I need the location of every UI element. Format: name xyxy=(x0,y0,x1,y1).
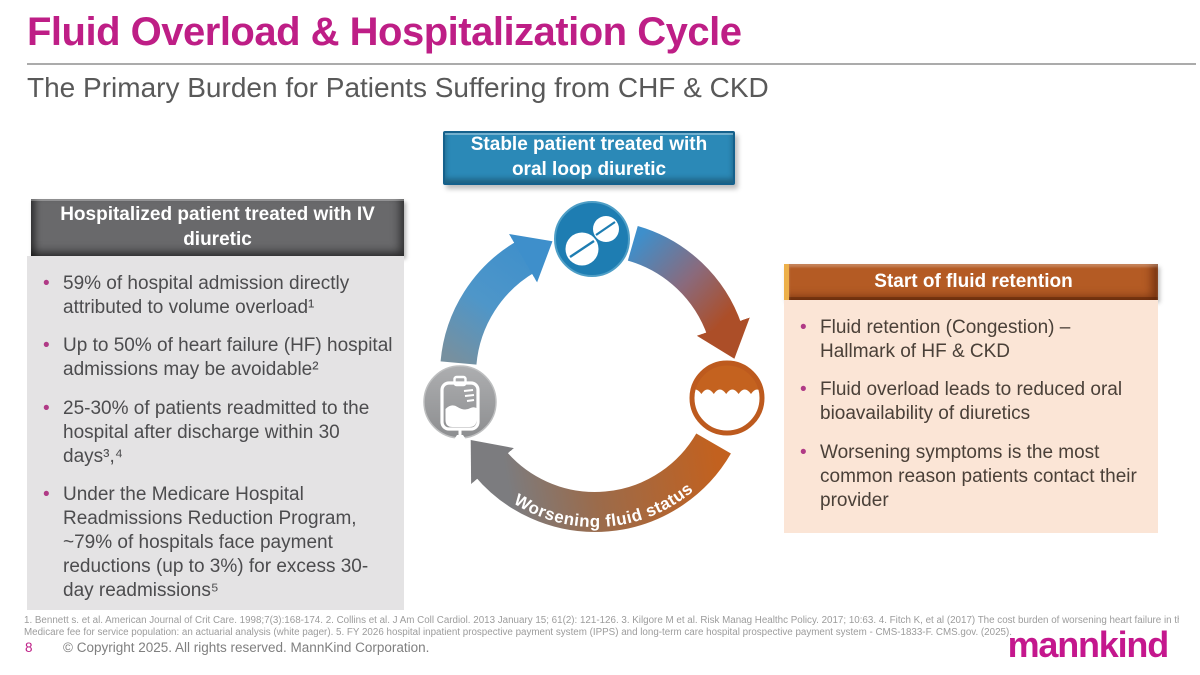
page-title: Fluid Overload & Hospitalization Cycle xyxy=(27,10,742,54)
list-item: • Worsening symptoms is the most common … xyxy=(800,441,1148,513)
mannkind-logo: mannkind xyxy=(1007,624,1170,665)
list-item: • 59% of hospital admission directly att… xyxy=(43,272,394,320)
hospitalization-cycle-diagram: Worsening fluid status xyxy=(423,201,765,532)
list-item-text: Under the Medicare Hospital Readmissions… xyxy=(63,483,369,602)
footnote-line-1: 1. Bennett s. et al. American Journal of… xyxy=(24,615,1179,626)
retention-panel: • Fluid retention (Congestion) – Hallmar… xyxy=(784,300,1158,533)
footnote-line-2: Medicare fee for service population: an … xyxy=(24,627,1012,638)
list-item: • Under the Medicare Hospital Readmissio… xyxy=(43,483,394,604)
bullet-dot: • xyxy=(800,379,807,401)
title-divider xyxy=(27,63,1196,65)
iv-bag-icon xyxy=(423,365,497,441)
hospitalized-panel-header: Hospitalized patient treated with IV diu… xyxy=(31,199,404,256)
list-item: • Up to 50% of heart failure (HF) hospit… xyxy=(43,334,394,382)
bullet-dot: • xyxy=(43,335,50,357)
list-item: • Fluid retention (Congestion) – Hallmar… xyxy=(800,316,1148,364)
list-item: • 25-30% of patients readmitted to the h… xyxy=(43,397,394,469)
page-subtitle: The Primary Burden for Patients Sufferin… xyxy=(27,72,769,103)
bullet-dot: • xyxy=(43,397,50,419)
list-item-text: Worsening symptoms is the most common re… xyxy=(820,441,1137,511)
bullet-dot: • xyxy=(43,483,50,505)
list-item-text: 59% of hospital admission directly attri… xyxy=(63,273,350,319)
bullet-dot: • xyxy=(43,273,50,294)
list-item-text: Fluid overload leads to reduced oral bio… xyxy=(820,379,1123,425)
cycle-arrow-iv-to-oral xyxy=(440,234,553,366)
stable-patient-box: Stable patient treated with oral loop di… xyxy=(443,131,735,185)
copyright-text: © Copyright 2025. All rights reserved. M… xyxy=(63,640,430,655)
pills-icon xyxy=(554,201,630,277)
hospitalized-panel: • 59% of hospital admission directly att… xyxy=(27,256,404,610)
cycle-arrow-oral-to-retention xyxy=(627,225,750,359)
bullet-dot: • xyxy=(800,317,807,338)
bullet-dot: • xyxy=(800,441,807,463)
cycle-arrow-retention-to-iv xyxy=(470,433,731,532)
page-number: 8 xyxy=(25,640,33,655)
list-item: • Fluid overload leads to reduced oral b… xyxy=(800,378,1148,426)
fluid-level-icon xyxy=(689,360,765,436)
list-item-text: Up to 50% of heart failure (HF) hospital… xyxy=(63,335,393,381)
retention-panel-header: Start of fluid retention xyxy=(784,264,1158,300)
list-item-text: Fluid retention (Congestion) – Hallmark … xyxy=(820,317,1071,363)
list-item-text: 25-30% of patients readmitted to the hos… xyxy=(63,397,370,467)
